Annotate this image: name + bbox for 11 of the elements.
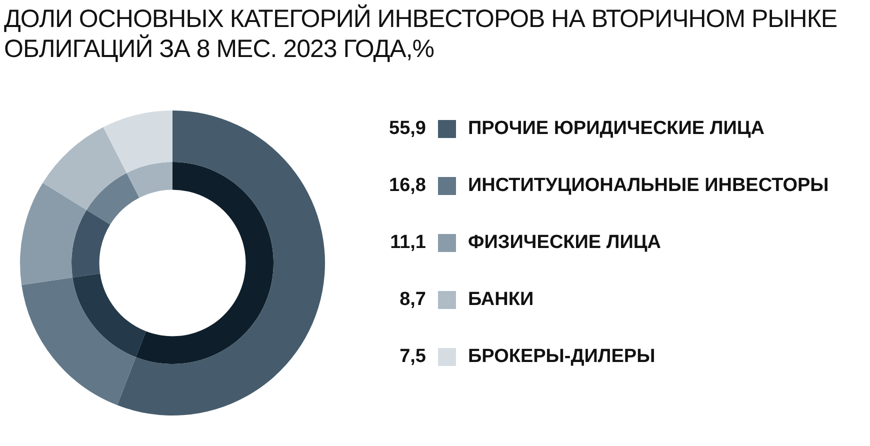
data-label: 16,8 [388, 174, 426, 196]
data-label: 55,9 [388, 118, 426, 140]
data-label: 11,1 [389, 232, 426, 254]
legend-label: ИНСТИТУЦИОНАЛЬНЫЕ ИНВЕСТОРЫ [468, 174, 829, 196]
data-label: 7,5 [398, 346, 426, 368]
legend-label: БРОКЕРЫ-ДИЛЕРЫ [468, 346, 656, 368]
legend-label: ПРОЧИЕ ЮРИДИЧЕСКИЕ ЛИЦА [468, 118, 764, 140]
legend-label: ФИЗИЧЕСКИЕ ЛИЦА [468, 232, 661, 254]
data-label: 8,7 [398, 288, 426, 310]
legend-label: БАНКИ [468, 288, 534, 310]
chart-title: ДОЛИ ОСНОВНЫХ КАТЕГОРИЙ ИНВЕСТОРОВ НА ВТОРИЧНОМ РЫНКЕ ОБЛИГАЦИЙ ЗА 8 МЕС. 2023 ГОДА,% [4, 4, 838, 64]
